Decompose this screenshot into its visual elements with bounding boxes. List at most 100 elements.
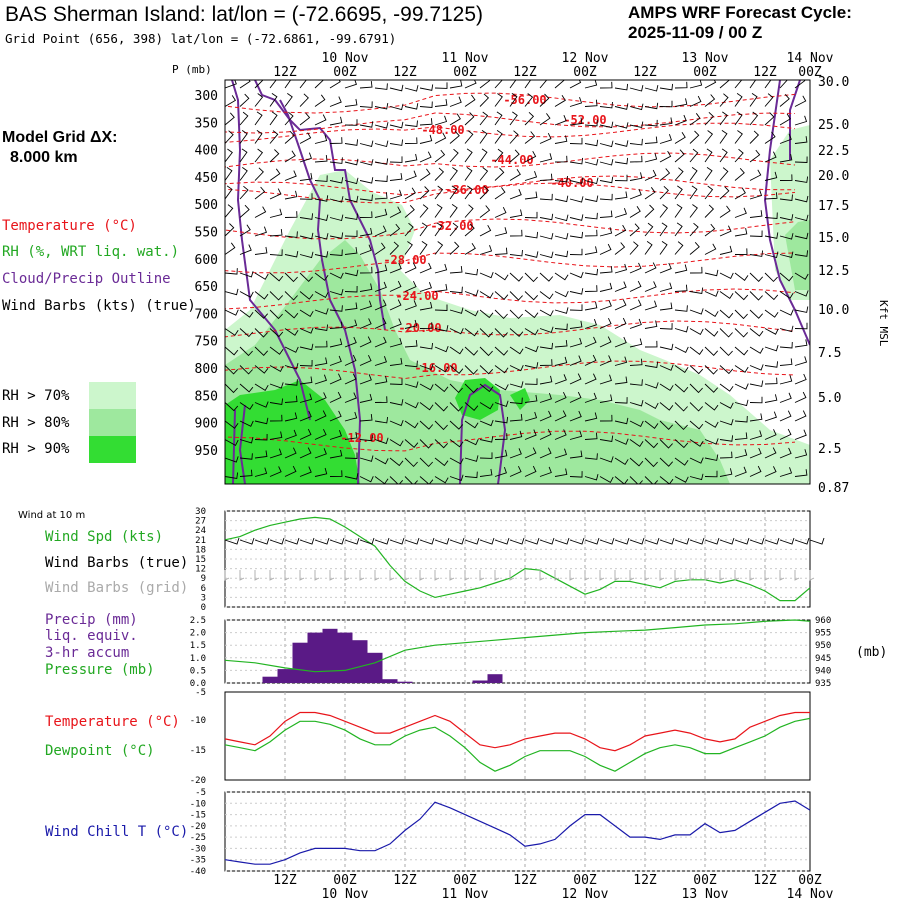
wind-barb (599, 355, 612, 366)
wind-barb (749, 210, 763, 218)
precip-ytick: 2.5 (190, 616, 206, 626)
wind-barb (659, 302, 673, 311)
wind-barb-true (704, 537, 720, 545)
wind-barb (269, 168, 281, 181)
wind-barb (269, 346, 284, 355)
wind-barb (464, 383, 479, 394)
wind-barb (359, 355, 372, 366)
wind-barb (344, 158, 359, 166)
wind-barb (749, 111, 759, 126)
wind-barb (479, 205, 491, 218)
wind-barb (314, 410, 327, 422)
grid-point: Grid Point (656, 398) lat/lon = (-72.686… (5, 31, 397, 46)
wind-barb (479, 291, 494, 299)
wind-barb-true (284, 537, 300, 545)
wind-barb (749, 189, 763, 200)
xs-pressure-tick: 400 (195, 144, 218, 159)
wind-barb (764, 232, 779, 239)
wind-barb-grid (254, 570, 260, 581)
wind-barb (359, 101, 373, 108)
rh90-swatch (89, 436, 136, 463)
model-grid-label: Model Grid ΔX: (2, 129, 118, 146)
wind-barb (764, 291, 779, 301)
wind-barb (434, 365, 449, 373)
cycle-time: 2025-11-09 / 00 Z (628, 23, 763, 42)
pressure-ytick: 945 (815, 654, 831, 664)
wind-barb-grid (539, 570, 545, 581)
wind-barb (584, 473, 599, 481)
wind-barb (239, 93, 250, 107)
wind-barb (434, 263, 448, 274)
wind-barb (254, 383, 269, 392)
temperature-contour-label: -28.00 (383, 253, 426, 267)
wind-barb (404, 187, 416, 200)
precip-ytick: 1.0 (190, 654, 206, 664)
wind-barb (539, 93, 550, 107)
temperature-contour (225, 152, 796, 170)
wind-barb (225, 167, 233, 181)
wind-barb (719, 328, 733, 338)
wind-barb (254, 433, 268, 441)
temperature-contour (225, 182, 796, 204)
wind-barb (794, 232, 809, 240)
wind-barb (494, 167, 505, 181)
wind-barb (629, 420, 644, 428)
wind-barb (374, 281, 387, 292)
wind-barb-grid (704, 570, 710, 581)
wind-barb (464, 328, 479, 337)
wind-barb (239, 469, 253, 477)
wind-barb (704, 309, 719, 318)
wind-barb (569, 137, 583, 145)
wind-barb (704, 80, 717, 89)
wind-barb (704, 204, 715, 218)
wind-barb (239, 346, 253, 357)
wind-barb (434, 99, 448, 107)
wind-barb (764, 328, 779, 335)
wind-barb (464, 346, 479, 356)
wind-barb (584, 139, 599, 147)
wind-barb (629, 299, 642, 311)
wind-barb-grid (584, 570, 590, 581)
wind-barb (269, 229, 283, 237)
wind-barb (329, 410, 342, 422)
wind-barb (794, 290, 809, 297)
wind-barb (764, 361, 779, 368)
wind-barb (554, 115, 567, 126)
wind-barb (734, 399, 749, 407)
wind-barb (704, 346, 719, 356)
wind-barb (479, 309, 494, 319)
xs-top-day-tick: 12 Nov (562, 51, 609, 66)
wind-barb (644, 300, 657, 311)
wind-barb (764, 251, 779, 259)
wind-barb (779, 325, 794, 333)
wind-barb (374, 103, 389, 110)
wind-barb (689, 266, 703, 274)
wind-barb (494, 466, 507, 477)
wind-barb (434, 476, 449, 484)
wind-barb (539, 466, 552, 477)
wind-barb (539, 80, 548, 89)
xs-height-tick: 0.87 (818, 481, 849, 496)
wind-barb-true (599, 537, 615, 545)
wind-barb (314, 134, 328, 144)
wind-barb (584, 246, 598, 255)
wind-barb (509, 397, 523, 405)
wind-barb (584, 318, 597, 329)
temp-ytick: -15 (190, 746, 206, 756)
wind-barb (689, 95, 702, 107)
wind-barb (779, 133, 792, 144)
bottom-hour-tick: 12Z (513, 873, 537, 888)
wind-barb-grid (809, 570, 815, 581)
wind-barb (509, 381, 524, 388)
wind-barb (329, 116, 343, 126)
wind-barb (314, 324, 329, 332)
wind-barb (254, 148, 264, 163)
wind-barb (314, 155, 328, 163)
windchill-ytick: -5 (195, 788, 206, 798)
wind-barb (344, 452, 358, 459)
wind-barb (779, 233, 794, 240)
wind-barb (704, 420, 719, 428)
wind-barb (254, 80, 264, 89)
wind-barb (659, 323, 673, 330)
wind-barb (599, 210, 613, 218)
